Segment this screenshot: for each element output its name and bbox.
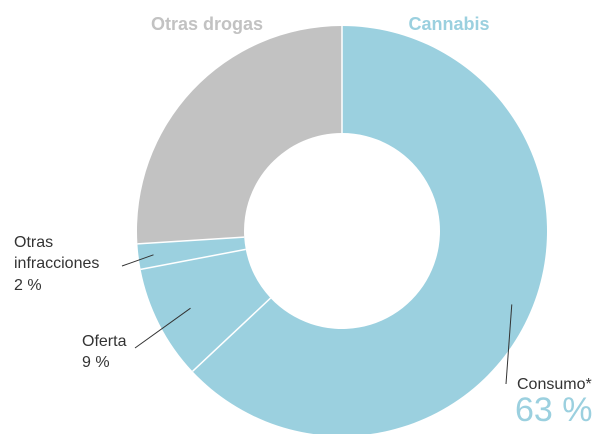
slice-label-line: Oferta [82, 333, 127, 350]
group-label-cannabis: Cannabis [408, 14, 489, 34]
slice-label-oferta: Oferta 9 % [82, 333, 131, 371]
donut-slice [137, 26, 342, 244]
leader-line [121, 254, 154, 267]
donut-slice [137, 237, 246, 270]
group-label-otras-drogas: Otras drogas [151, 14, 263, 34]
slice-separator [140, 248, 246, 271]
donut-slice [192, 26, 547, 434]
donut-slice [140, 249, 271, 372]
slice-value-label: 2 % [14, 277, 42, 294]
slice-separator [137, 236, 245, 245]
slice-value-consumo: 63 % [515, 391, 593, 429]
slice-label-otras-infracciones: Otras infracciones 2 % [14, 234, 104, 294]
donut-slices [137, 26, 547, 434]
slice-value-label: 9 % [82, 354, 110, 371]
slice-label-line: infracciones [14, 255, 99, 272]
slice-label-line: Otras [14, 234, 53, 251]
slice-label-consumo: Consumo* [517, 376, 592, 393]
leader-line [134, 307, 191, 349]
leader-lines [121, 254, 513, 385]
slice-separators [137, 26, 343, 372]
leader-line [505, 304, 513, 385]
slice-separator [192, 297, 272, 372]
